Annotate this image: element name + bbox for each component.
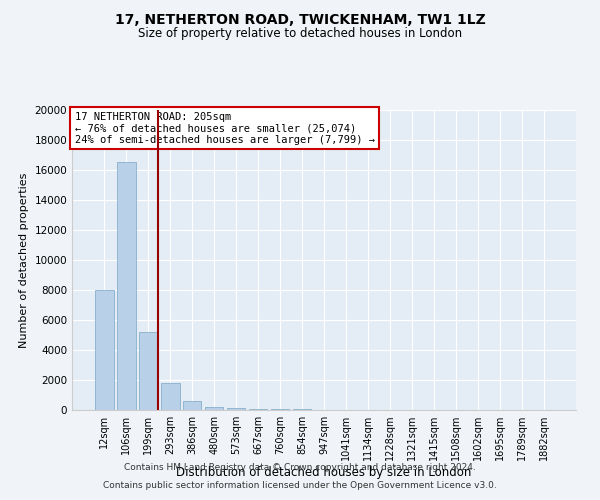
X-axis label: Distribution of detached houses by size in London: Distribution of detached houses by size … xyxy=(176,466,472,479)
Text: Contains public sector information licensed under the Open Government Licence v3: Contains public sector information licen… xyxy=(103,481,497,490)
Text: Contains HM Land Registry data © Crown copyright and database right 2024.: Contains HM Land Registry data © Crown c… xyxy=(124,464,476,472)
Bar xyxy=(205,407,223,410)
Text: 17, NETHERTON ROAD, TWICKENHAM, TW1 1LZ: 17, NETHERTON ROAD, TWICKENHAM, TW1 1LZ xyxy=(115,12,485,26)
Y-axis label: Number of detached properties: Number of detached properties xyxy=(19,172,29,348)
Bar xyxy=(161,383,179,410)
Bar xyxy=(117,162,136,410)
Bar xyxy=(139,332,158,410)
Bar xyxy=(227,408,245,410)
Bar xyxy=(249,408,268,410)
Text: Size of property relative to detached houses in London: Size of property relative to detached ho… xyxy=(138,28,462,40)
Text: 17 NETHERTON ROAD: 205sqm
← 76% of detached houses are smaller (25,074)
24% of s: 17 NETHERTON ROAD: 205sqm ← 76% of detac… xyxy=(74,112,374,144)
Bar xyxy=(95,290,113,410)
Bar xyxy=(271,409,289,410)
Bar xyxy=(183,401,202,410)
